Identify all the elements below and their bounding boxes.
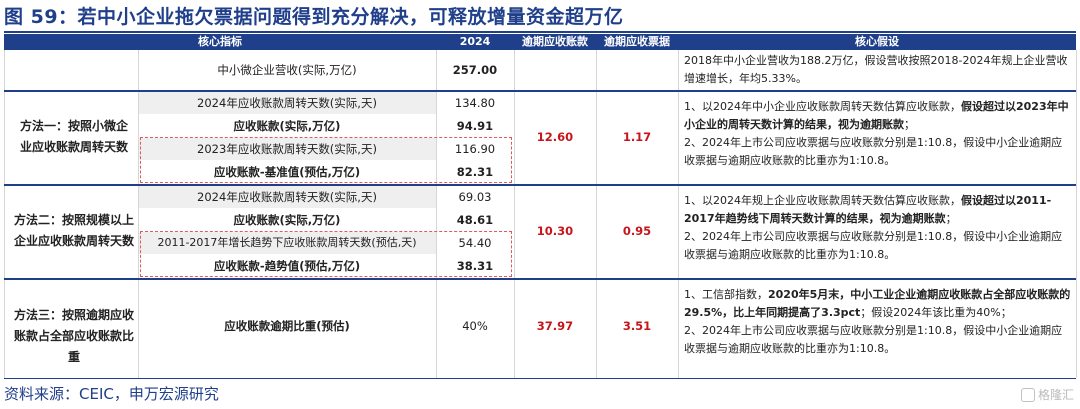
m2-assumption-2: 2、2024年上市公司应收票据与应收账款分别是1:10.8，假设中小企业逾期应收…	[684, 230, 1063, 261]
m3-overdue-bills: 3.51	[622, 319, 652, 333]
shade-row	[139, 92, 436, 114]
m2-overdue-receivable: 10.30	[536, 224, 574, 238]
m1-overdue-bills: 1.17	[622, 130, 652, 144]
method1-name: 方法一：按照小微企业应收账款周转天数	[20, 119, 129, 154]
m2-row-label: 应收账款-趋势值(预估,万亿)	[213, 259, 361, 273]
m1-assumption-2: 2、2024年上市公司应收票据与应收账款分别是1:10.8，假设中小企业逾期应收…	[684, 136, 1063, 167]
header-core-indicator: 核心指标	[4, 34, 436, 50]
m2-assumption-1c: ；	[945, 212, 957, 225]
shade-row	[139, 138, 436, 160]
m2-row-label: 2011-2017年增长趋势下应收账款周转天数(预估,天)	[157, 236, 417, 249]
source-note: 资料来源：CEIC，申万宏源研究	[4, 385, 219, 403]
grid-line	[514, 50, 515, 378]
m1-row-value: 116.90	[454, 142, 496, 156]
watermark-text: 格隆汇	[1037, 388, 1074, 402]
m1-assumption-1a: 1、以2024年中小企业应收账款周转天数估算应收账款，	[684, 100, 961, 113]
m3-assumption-2: 2、2024年上市公司应收票据与应收账款分别是1:10.8，假设中小企业逾期应收…	[684, 324, 1063, 355]
m3-assumption-1b: 2020年5月末，中小工业企业逾期应收账款占全部应收账款的29.5%，比上年同期…	[684, 288, 1071, 319]
m2-assumption: 1、以2024年规上企业应收账款周转天数估算应收账款，假设超过以2011-201…	[684, 192, 1072, 264]
row-divider	[4, 90, 1076, 92]
row-divider	[4, 278, 1076, 280]
m3-value: 40%	[462, 319, 488, 333]
row0-value: 257.00	[452, 63, 498, 77]
m3-overdue-receivable: 37.97	[536, 319, 574, 333]
grid-line	[678, 50, 679, 378]
grid-line	[436, 50, 437, 378]
m2-row-value: 48.61	[456, 213, 494, 227]
figure-title: 图 59：若中小企业拖欠票据问题得到充分解决，可释放增量资金超万亿	[4, 6, 624, 28]
shade-row	[139, 232, 436, 254]
m1-row-label: 应收账款(实际,万亿)	[233, 119, 341, 133]
title-rule	[4, 31, 1076, 33]
m3-label: 应收账款逾期比重(预估)	[224, 319, 350, 333]
method2-name: 方法二：按照规模以上企业应收账款周转天数	[13, 213, 134, 248]
m1-row-label: 2023年应收账款周转天数(实际,天)	[197, 142, 377, 156]
m2-row-value: 54.40	[458, 236, 492, 250]
dashed-highlight	[140, 231, 512, 277]
m2-overdue-bills: 0.95	[622, 224, 652, 238]
header-overdue-receivable: 逾期应收账款	[514, 34, 596, 50]
row0-label: 中小微企业营收(实际,万亿)	[217, 63, 357, 77]
m2-row-value: 69.03	[458, 190, 492, 204]
m2-row-label: 应收账款(实际,万亿)	[233, 213, 341, 227]
m2-row-value: 38.31	[456, 259, 494, 273]
grid-line	[596, 50, 597, 378]
dashed-highlight	[140, 137, 512, 183]
m1-row-value: 82.31	[456, 165, 494, 179]
m2-assumption-1b: 假设超过以2011-2017年趋势线下周转天数计算的结果，视为逾期账款	[684, 194, 1052, 225]
m1-row-label: 应收账款-基准值(预估,万亿)	[213, 165, 361, 179]
header-2024: 2024	[436, 34, 514, 50]
m3-assumption-1a: 1、工信部指数，	[684, 288, 768, 301]
logo-icon	[1020, 387, 1035, 402]
bottom-rule	[4, 378, 1076, 379]
m1-row-value: 94.91	[456, 119, 494, 133]
m1-assumption-1b: 假设超过以2023年中小企业的周转天数计算的结果，视为逾期账款	[684, 100, 1069, 131]
m1-assumption-1c: ；	[904, 118, 915, 131]
grid-line	[4, 50, 5, 378]
m2-assumption-1a: 1、以2024年规上企业应收账款周转天数估算应收账款，	[684, 194, 961, 207]
m1-row-label: 2024年应收账款周转天数(实际,天)	[197, 96, 377, 110]
grid-line	[1076, 50, 1077, 378]
row0-assumption: 2018年中小企业营收为188.2万亿，假设营收按照2018-2024年规上企业…	[684, 54, 1068, 85]
m1-row-value: 134.80	[454, 96, 496, 110]
m1-overdue-receivable: 12.60	[536, 130, 574, 144]
m2-row-label: 2024年应收账款周转天数(实际,天)	[197, 190, 377, 204]
row-divider	[4, 184, 1076, 186]
watermark-logo: 格隆汇	[1020, 386, 1074, 403]
method3-name: 方法三：按照逾期应收账款占全部应收账款比重	[13, 308, 134, 364]
m1-assumption: 1、以2024年中小企业应收账款周转天数估算应收账款，假设超过以2023年中小企…	[684, 98, 1072, 170]
m3-assumption: 1、工信部指数，2020年5月末，中小工业企业逾期应收账款占全部应收账款的29.…	[684, 286, 1072, 358]
m3-assumption-1c: ；假设2024年该比重为40%；	[860, 306, 1012, 319]
grid-line	[138, 50, 139, 378]
header-overdue-bills: 逾期应收票据	[596, 34, 678, 50]
shade-row	[139, 186, 436, 208]
header-core-assumption: 核心假设	[678, 34, 1076, 50]
